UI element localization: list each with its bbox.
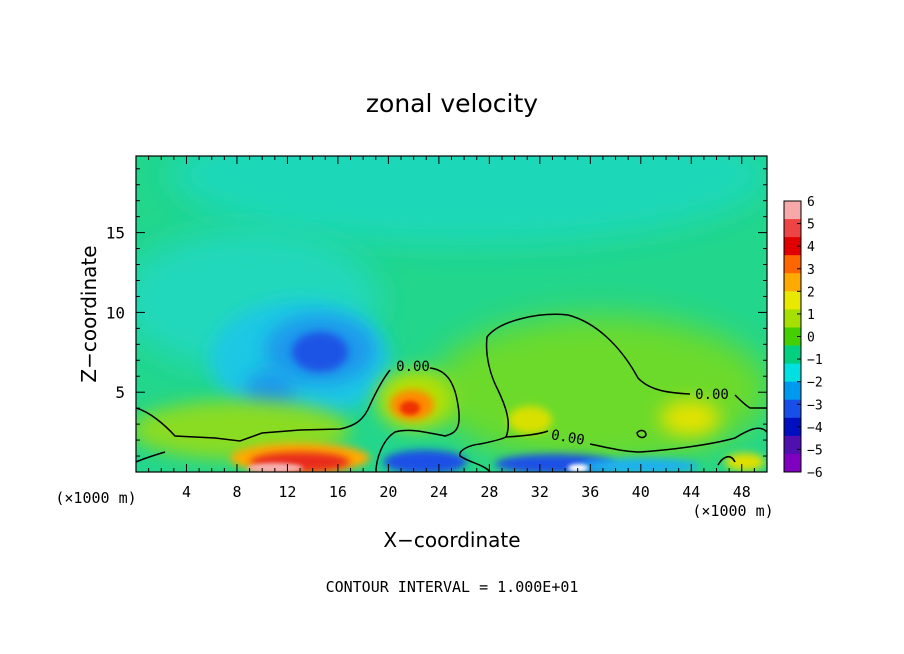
colorbar-tick-label: 5 bbox=[807, 218, 815, 233]
y-tick-label: 5 bbox=[115, 383, 125, 402]
colorbar-swatch bbox=[784, 309, 801, 328]
colorbar-swatch bbox=[784, 327, 801, 347]
contour-label: 0.00 bbox=[695, 387, 729, 403]
x-tick-label: 36 bbox=[581, 483, 599, 501]
colorbar-swatch bbox=[784, 291, 801, 310]
colorbar-tick-label: 4 bbox=[807, 240, 815, 255]
colorbar-swatch bbox=[784, 273, 801, 292]
x-tick-label: 24 bbox=[430, 483, 448, 501]
x-unit-label-left: (×1000 m) bbox=[55, 489, 136, 507]
y-tick-label: 10 bbox=[106, 303, 125, 322]
contour-label: 0.00 bbox=[550, 427, 586, 449]
colorbar-swatch bbox=[784, 237, 801, 256]
colorbar-swatch bbox=[784, 255, 801, 274]
contour-label: 0.00 bbox=[396, 359, 430, 375]
x-tick-label: 20 bbox=[379, 483, 397, 501]
colorbar-tick-label: −6 bbox=[807, 466, 823, 481]
colorbar-swatch bbox=[784, 453, 801, 473]
colorbar-tick-label: −3 bbox=[807, 398, 823, 413]
heatmap-field bbox=[136, 156, 767, 472]
y-tick-labels: 5 10 15 bbox=[106, 224, 125, 403]
x-unit-label-right: (×1000 m) bbox=[692, 502, 773, 520]
colorbar-swatch bbox=[784, 345, 801, 365]
x-tick-label: 40 bbox=[632, 483, 650, 501]
colorbar-tick-label: 3 bbox=[807, 263, 815, 278]
x-tick-label: 44 bbox=[682, 483, 700, 501]
colorbar-tick-label: 6 bbox=[807, 195, 815, 210]
x-tick-labels: 4 8 12 16 20 24 28 32 36 40 44 48 bbox=[182, 483, 751, 501]
zero-contour-lines bbox=[136, 313, 767, 472]
colorbar-tick-label: −5 bbox=[807, 443, 823, 458]
colorbar-swatch bbox=[784, 363, 801, 383]
x-tick-label: 16 bbox=[329, 483, 347, 501]
x-tick-label: 12 bbox=[278, 483, 296, 501]
y-tick-label: 15 bbox=[106, 224, 125, 243]
colorbar-swatch bbox=[784, 399, 801, 419]
colorbar-swatch bbox=[784, 381, 801, 401]
chart-title: zonal velocity bbox=[366, 89, 538, 118]
colorbar: 6 5 4 3 2 1 0 −1 −2 −3 −4 −5 −6 bbox=[783, 195, 823, 481]
colorbar-swatch bbox=[784, 417, 801, 437]
x-axis-label: X−coordinate bbox=[383, 528, 520, 552]
x-tick-label: 28 bbox=[480, 483, 498, 501]
colorbar-swatch bbox=[784, 219, 801, 238]
x-tick-label: 48 bbox=[733, 483, 751, 501]
y-ticks bbox=[136, 168, 767, 457]
colorbar-tick-label: 1 bbox=[807, 308, 815, 323]
x-tick-label: 8 bbox=[232, 483, 241, 501]
colorbar-tick-label: 2 bbox=[807, 285, 815, 300]
colorbar-swatch bbox=[784, 435, 801, 455]
colorbar-tick-label: −4 bbox=[807, 421, 823, 436]
y-axis-label: Z−coordinate bbox=[77, 245, 101, 382]
colorbar-tick-label: −1 bbox=[807, 353, 823, 368]
x-tick-label: 4 bbox=[182, 483, 191, 501]
contour-interval-note: CONTOUR INTERVAL = 1.000E+01 bbox=[326, 578, 579, 596]
colorbar-tick-label: 0 bbox=[807, 331, 815, 346]
colorbar-swatch bbox=[784, 201, 801, 220]
x-tick-label: 32 bbox=[531, 483, 549, 501]
colorbar-tick-label: −2 bbox=[807, 376, 823, 391]
x-ticks bbox=[148, 156, 755, 472]
